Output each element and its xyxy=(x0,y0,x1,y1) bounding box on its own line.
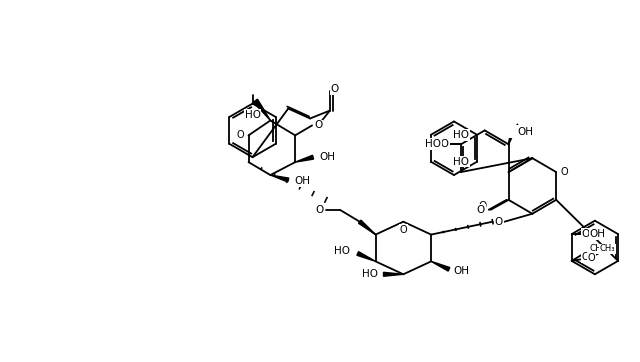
Text: CH₃: CH₃ xyxy=(589,244,606,253)
Polygon shape xyxy=(270,175,289,182)
Polygon shape xyxy=(383,272,403,276)
Text: OH: OH xyxy=(502,125,518,135)
Text: OH: OH xyxy=(589,229,605,239)
Text: HO: HO xyxy=(425,139,441,149)
Text: HO: HO xyxy=(453,130,469,140)
Text: O: O xyxy=(477,205,485,215)
Text: OH: OH xyxy=(582,229,598,239)
Text: HO: HO xyxy=(244,110,260,119)
Text: OH: OH xyxy=(294,176,310,186)
Text: OH: OH xyxy=(517,127,533,137)
Text: O: O xyxy=(495,217,503,227)
Text: O: O xyxy=(237,130,244,140)
Text: HO: HO xyxy=(362,269,378,279)
Text: O: O xyxy=(399,225,407,235)
Polygon shape xyxy=(357,252,376,261)
Polygon shape xyxy=(295,155,314,162)
Text: HO: HO xyxy=(433,139,449,149)
Text: O: O xyxy=(314,121,322,130)
Text: O: O xyxy=(479,201,487,211)
Text: OH: OH xyxy=(319,152,335,162)
Text: O: O xyxy=(582,252,589,262)
Text: CH₃: CH₃ xyxy=(600,244,615,253)
Text: HO: HO xyxy=(334,247,350,256)
Text: O: O xyxy=(588,253,595,263)
Polygon shape xyxy=(358,220,376,235)
Text: O: O xyxy=(316,205,324,215)
Text: OH: OH xyxy=(502,127,518,137)
Polygon shape xyxy=(431,261,450,271)
Text: OH: OH xyxy=(504,127,520,137)
Text: OH: OH xyxy=(453,266,469,276)
Text: O: O xyxy=(331,84,339,94)
Text: HO: HO xyxy=(453,157,469,167)
Text: OH: OH xyxy=(517,127,533,137)
Polygon shape xyxy=(253,99,270,121)
Text: O: O xyxy=(560,167,568,177)
